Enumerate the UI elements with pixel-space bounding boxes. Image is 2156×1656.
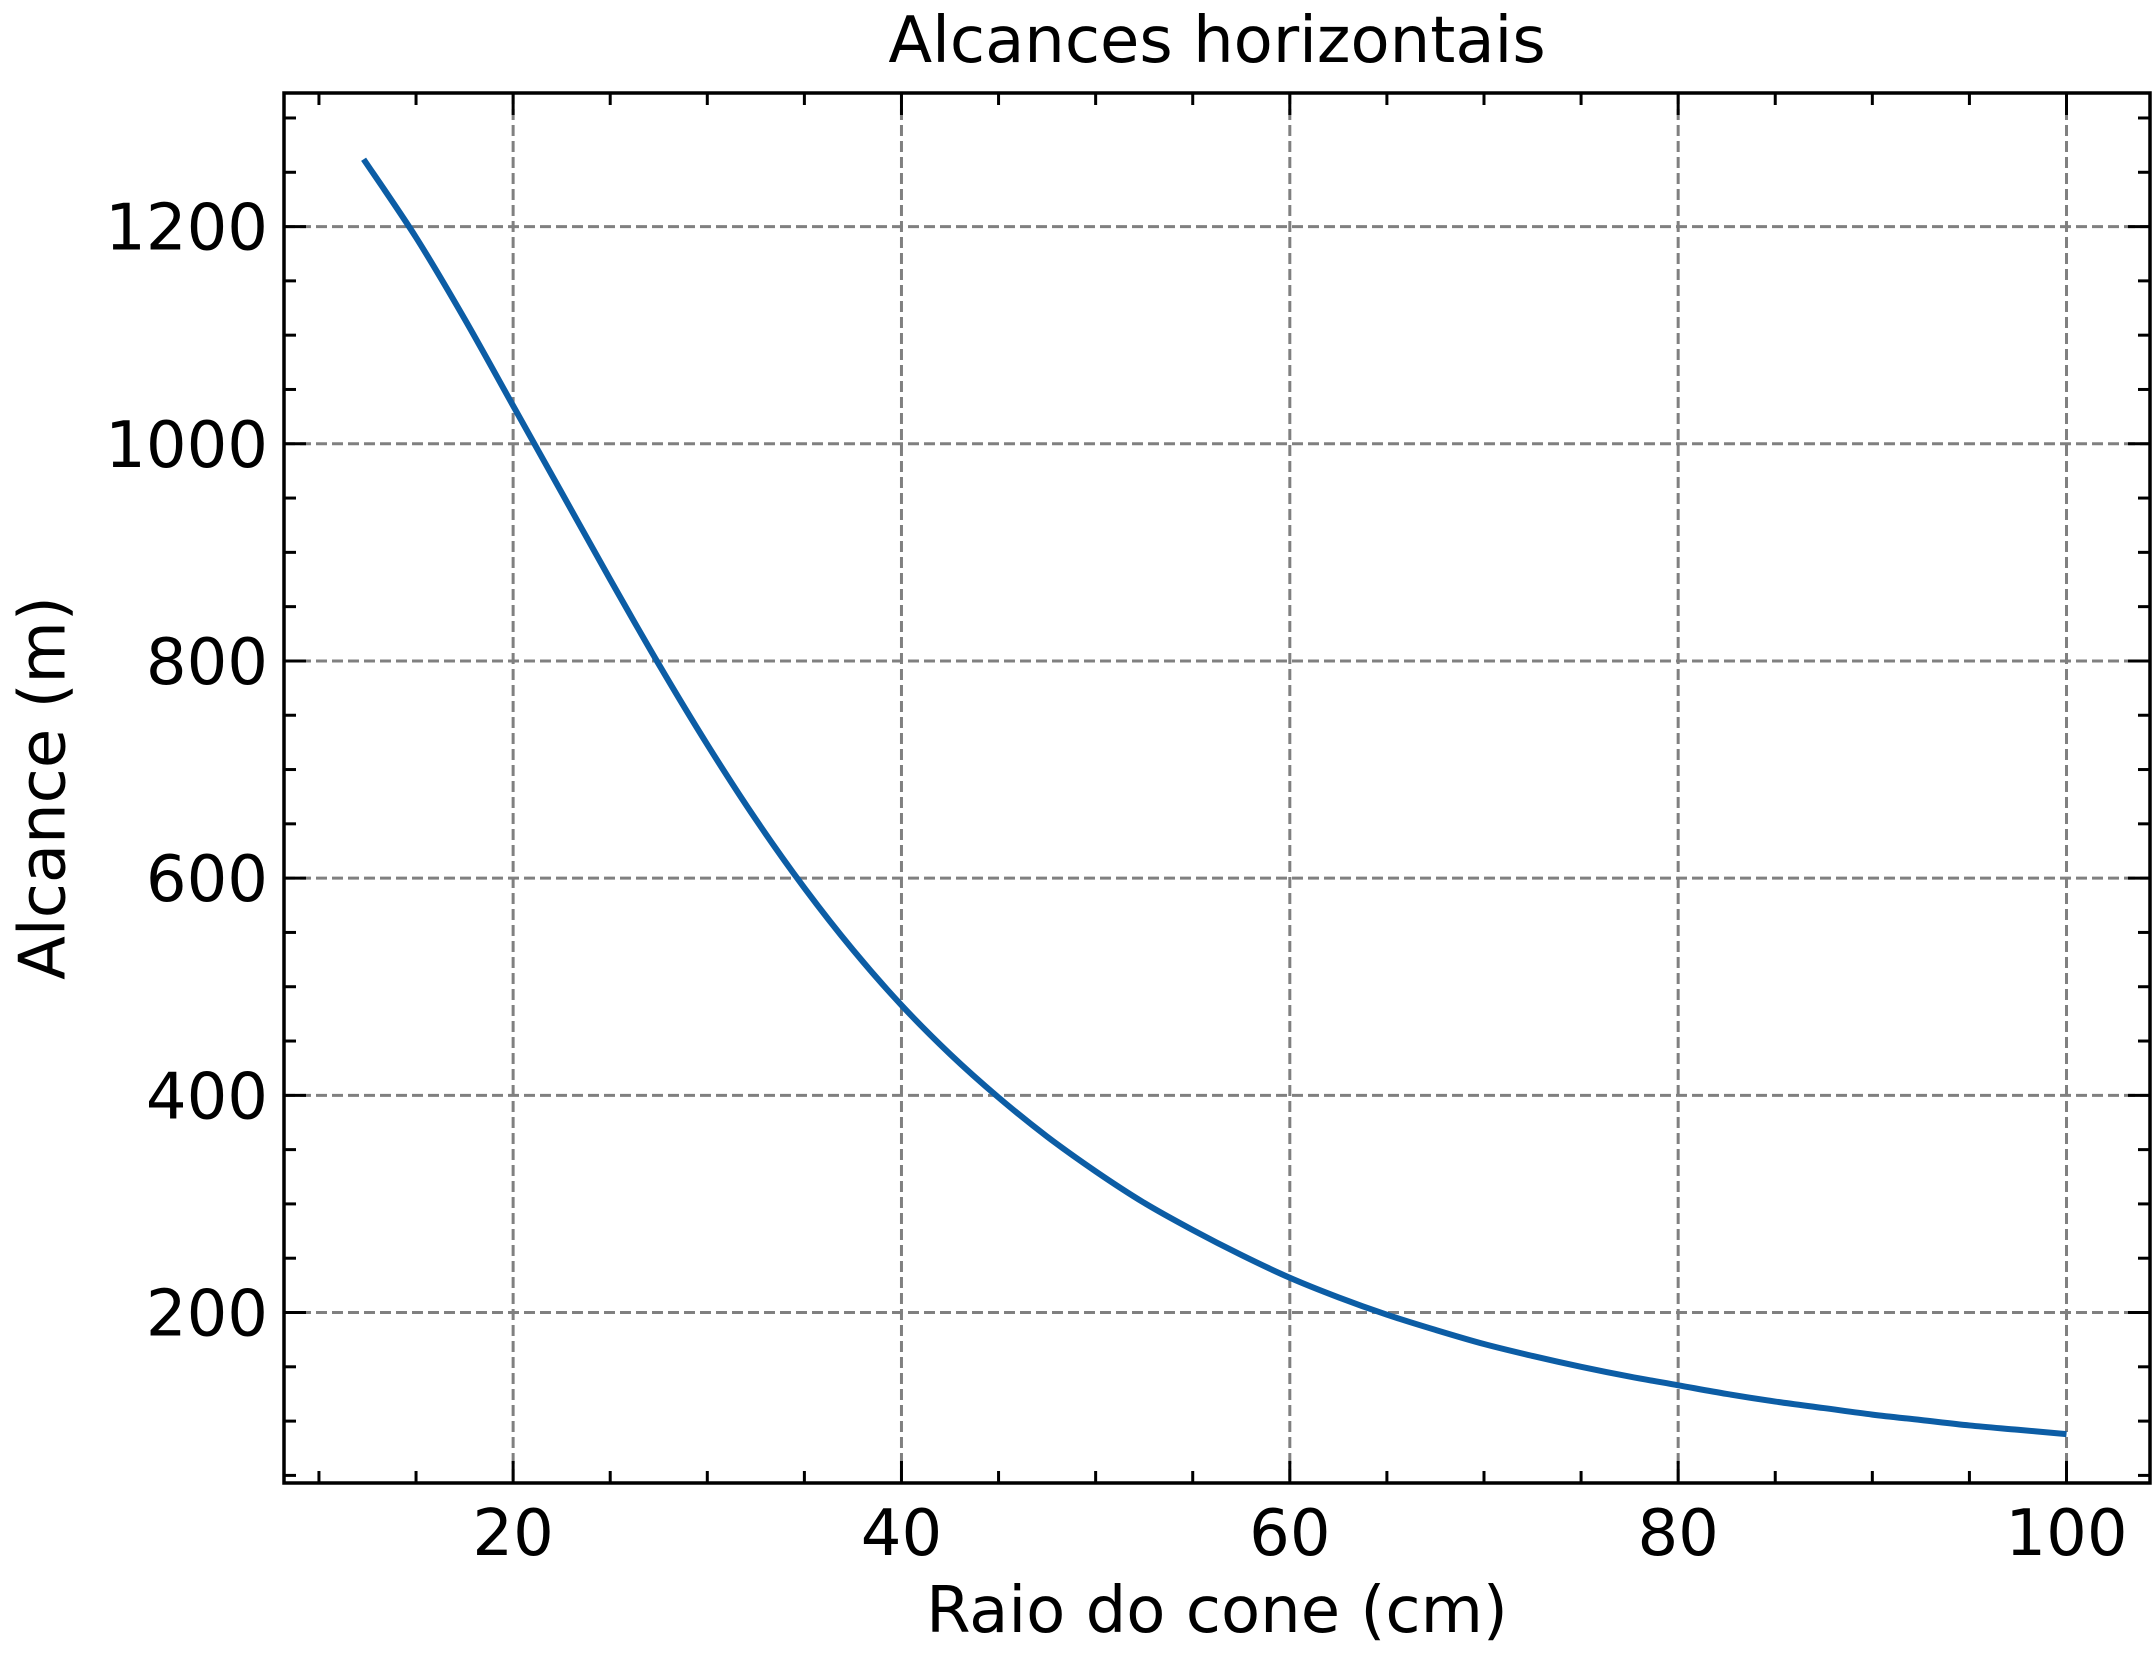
x-tick-label: 40 (861, 1497, 942, 1571)
axis-ticks (284, 93, 2150, 1483)
y-tick-label: 600 (146, 843, 268, 917)
y-tick-label: 400 (146, 1060, 268, 1134)
x-tick-label: 100 (2005, 1497, 2127, 1571)
grid-lines (284, 93, 2150, 1483)
x-tick-label: 60 (1249, 1497, 1330, 1571)
x-tick-label: 20 (472, 1497, 553, 1571)
series-layer (361, 157, 2067, 1438)
y-axis-label: Alcance (m) (6, 596, 80, 980)
y-tick-label: 1000 (105, 409, 268, 483)
chart-title: Alcances horizontais (888, 4, 1545, 78)
y-tick-label: 200 (146, 1278, 268, 1352)
y-tick-label: 1200 (105, 192, 268, 266)
x-tick-label: 80 (1637, 1497, 1718, 1571)
x-axis-label: Raio do cone (cm) (926, 1574, 1508, 1648)
tick-labels: 20 40 60 80 100 200 400 600 800 1000 1200 (105, 192, 2127, 1571)
y-tick-label: 800 (146, 626, 268, 700)
series-line (361, 157, 2067, 1438)
plot-frame (282, 91, 2152, 1485)
